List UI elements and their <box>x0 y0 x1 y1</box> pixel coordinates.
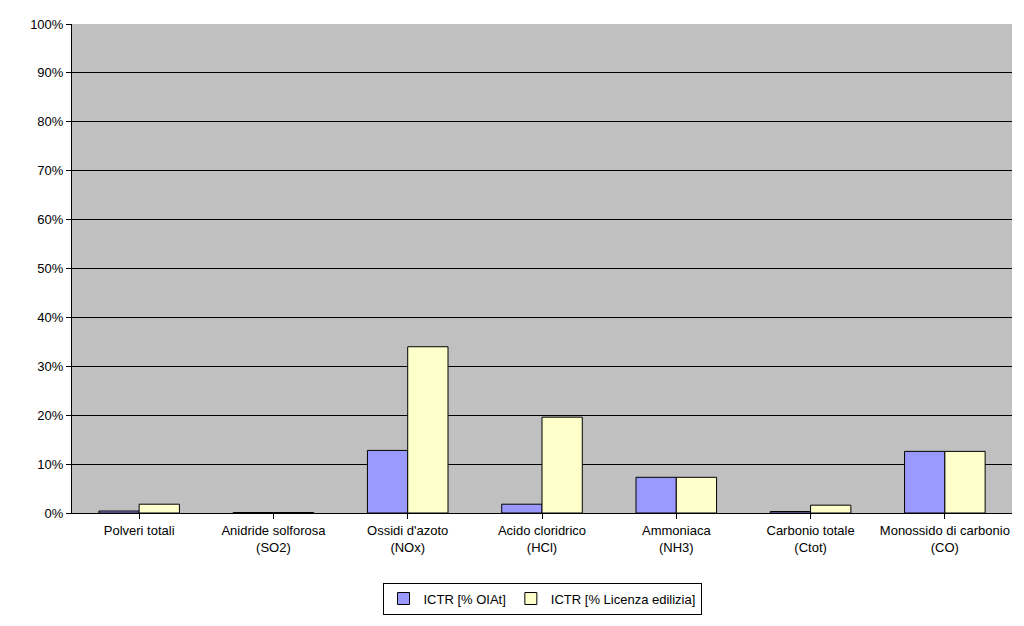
svg-text:0%: 0% <box>45 506 64 521</box>
svg-text:Ossidi d'azoto(NOx): Ossidi d'azoto(NOx) <box>367 523 448 555</box>
svg-text:ICTR [% Licenza edilizia]: ICTR [% Licenza edilizia] <box>551 592 696 607</box>
svg-text:ICTR [% OIAt]: ICTR [% OIAt] <box>424 592 506 607</box>
svg-text:20%: 20% <box>37 408 63 423</box>
svg-text:50%: 50% <box>37 261 63 276</box>
svg-text:100%: 100% <box>30 17 64 32</box>
svg-text:60%: 60% <box>37 212 63 227</box>
svg-text:Acido cloridrico(HCl): Acido cloridrico(HCl) <box>498 523 586 555</box>
svg-text:10%: 10% <box>37 457 63 472</box>
svg-text:80%: 80% <box>37 114 63 129</box>
svg-text:90%: 90% <box>37 65 63 80</box>
svg-text:30%: 30% <box>37 359 63 374</box>
svg-text:Polveri totali: Polveri totali <box>104 523 175 538</box>
svg-text:Anidride solforosa(SO2): Anidride solforosa(SO2) <box>221 523 326 555</box>
svg-text:40%: 40% <box>37 310 63 325</box>
svg-text:Carbonio totale(Ctot): Carbonio totale(Ctot) <box>766 523 854 555</box>
svg-text:70%: 70% <box>37 163 63 178</box>
svg-text:Monossido di carbonio(CO): Monossido di carbonio(CO) <box>880 523 1010 555</box>
svg-text:Ammoniaca(NH3): Ammoniaca(NH3) <box>642 523 711 555</box>
